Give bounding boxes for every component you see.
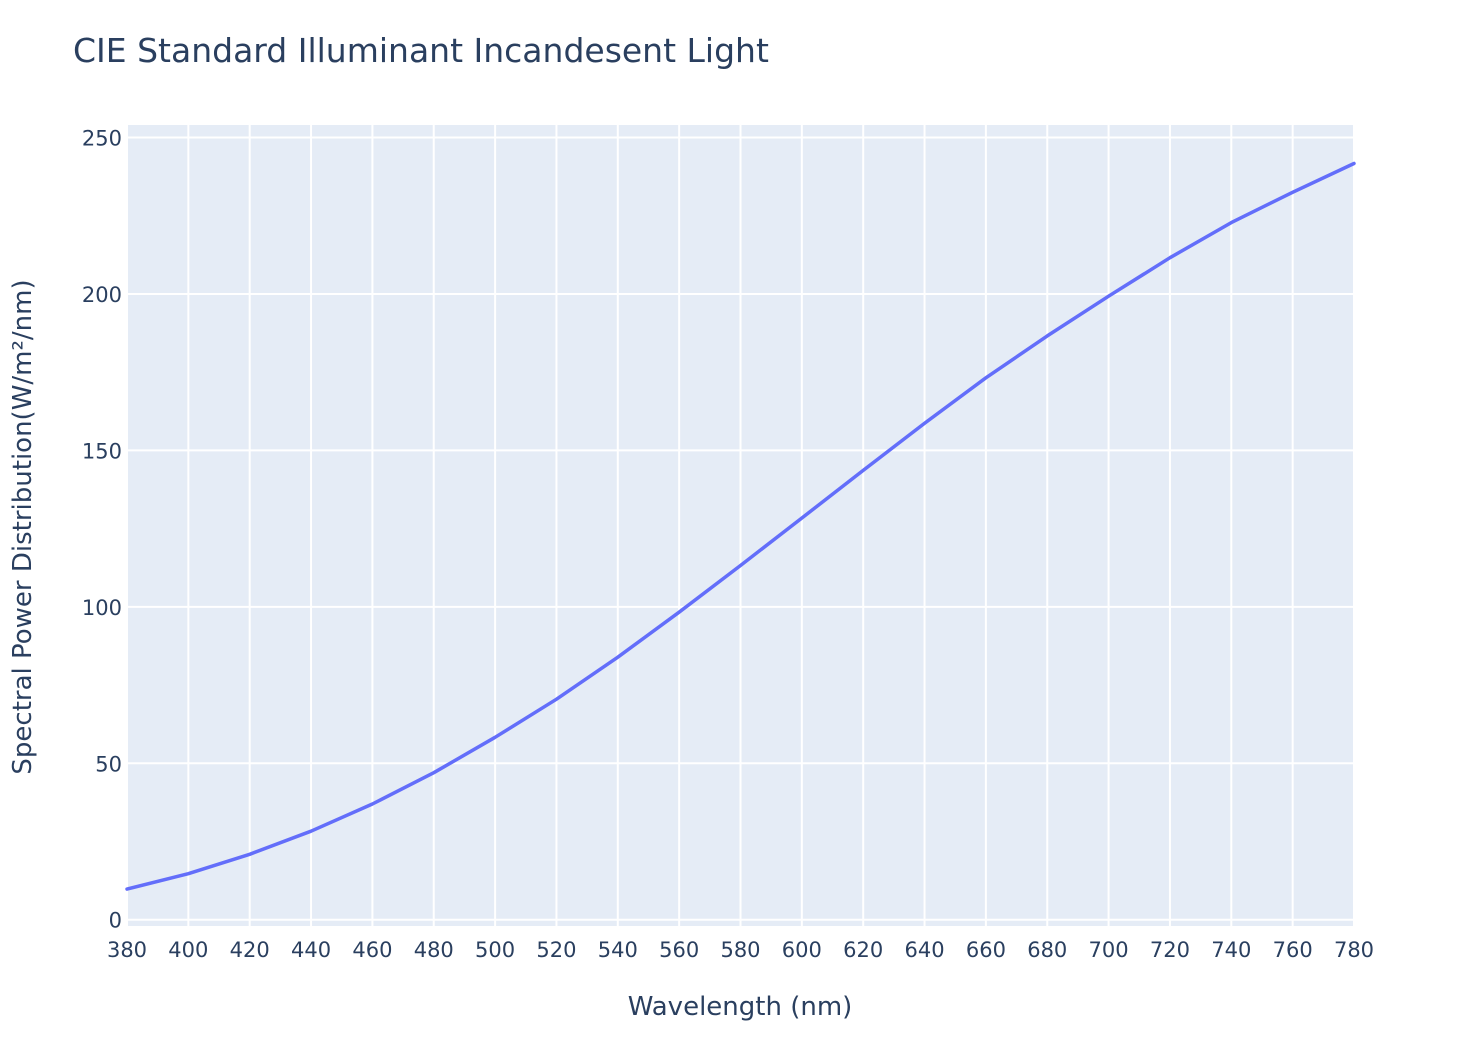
data-point: [248, 853, 251, 856]
data-point: [371, 803, 374, 806]
data-point: [1169, 256, 1172, 259]
x-tick-label: 420: [230, 938, 270, 962]
x-tick-label: 540: [598, 938, 638, 962]
data-point: [494, 736, 497, 739]
x-tick-label: 460: [352, 938, 392, 962]
y-axis-ticks: 0 50 100 150 200 250: [82, 127, 122, 933]
x-tick-label: 400: [168, 938, 208, 962]
chart-title: CIE Standard Illuminant Incandesent Ligh…: [73, 31, 769, 70]
data-point: [432, 771, 435, 774]
x-tick-label: 600: [782, 938, 822, 962]
data-point: [1046, 334, 1049, 337]
x-tick-label: 520: [536, 938, 576, 962]
data-point: [616, 656, 619, 659]
x-tick-label: 640: [905, 938, 945, 962]
x-axis-ticks: 380 400 420 440 460 480 500 520 540 560 580 600 620 6…: [107, 938, 1374, 962]
x-tick-label: 560: [659, 938, 699, 962]
data-point: [126, 888, 129, 891]
gridlines: [126, 125, 1355, 926]
x-tick-label: 700: [1089, 938, 1129, 962]
y-tick-label: 50: [95, 752, 122, 776]
x-tick-label: 500: [475, 938, 515, 962]
y-tick-label: 250: [82, 127, 122, 151]
x-tick-label: 660: [966, 938, 1006, 962]
x-tick-label: 720: [1150, 938, 1190, 962]
data-point: [984, 376, 987, 379]
x-tick-label: 480: [414, 938, 454, 962]
y-tick-label: 0: [109, 909, 122, 933]
x-tick-label: 760: [1273, 938, 1313, 962]
data-point: [800, 517, 803, 520]
x-tick-label: 380: [107, 938, 147, 962]
series-layer: [125, 161, 1356, 891]
x-tick-label: 620: [843, 938, 883, 962]
data-point: [923, 422, 926, 425]
data-point: [187, 872, 190, 875]
data-point: [678, 611, 681, 614]
x-tick-label: 580: [720, 938, 760, 962]
x-tick-label: 780: [1334, 938, 1374, 962]
data-point: [555, 698, 558, 701]
data-point: [1353, 162, 1356, 165]
data-point: [1107, 295, 1110, 298]
x-axis-title: Wavelength (nm): [628, 992, 853, 1022]
y-axis-title: Spectral Power Distribution(W/m²/nm): [8, 279, 38, 774]
data-point: [1230, 221, 1233, 224]
data-point: [310, 830, 313, 833]
y-tick-label: 150: [82, 439, 122, 463]
y-tick-label: 100: [82, 596, 122, 620]
y-tick-label: 200: [82, 283, 122, 307]
data-point: [739, 564, 742, 567]
x-tick-label: 740: [1211, 938, 1251, 962]
data-point: [862, 469, 865, 472]
x-tick-label: 440: [291, 938, 331, 962]
x-tick-label: 680: [1027, 938, 1067, 962]
series-line: [125, 161, 1356, 891]
data-point: [1291, 191, 1294, 194]
